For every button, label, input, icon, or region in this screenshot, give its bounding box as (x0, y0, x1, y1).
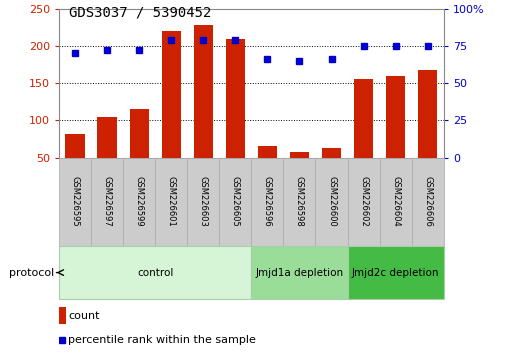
Bar (348, 246, 444, 299)
Text: GSM226598: GSM226598 (295, 176, 304, 227)
Text: GSM226599: GSM226599 (134, 176, 144, 227)
Text: Jmjd2c depletion: Jmjd2c depletion (352, 268, 440, 278)
Bar (258, 146, 277, 158)
Text: GSM226596: GSM226596 (263, 176, 272, 227)
Bar (66, 134, 85, 158)
Bar (418, 70, 437, 158)
Text: control: control (137, 268, 173, 278)
Text: percentile rank within the sample: percentile rank within the sample (68, 335, 256, 345)
Bar (386, 76, 405, 158)
Bar (59, 307, 66, 324)
Bar (123, 158, 155, 246)
Text: count: count (68, 311, 100, 321)
Text: GSM226604: GSM226604 (391, 176, 400, 227)
Text: protocol: protocol (9, 268, 54, 278)
Bar (129, 109, 149, 158)
Bar (411, 158, 444, 246)
Text: GSM226603: GSM226603 (199, 176, 208, 227)
Text: Jmjd1a depletion: Jmjd1a depletion (255, 268, 344, 278)
Bar (315, 158, 348, 246)
Text: GSM226606: GSM226606 (423, 176, 432, 227)
Bar (59, 158, 91, 246)
Bar (322, 148, 341, 158)
Text: GSM226602: GSM226602 (359, 176, 368, 227)
Text: GSM226601: GSM226601 (167, 176, 176, 227)
Bar (380, 158, 411, 246)
Text: GSM226600: GSM226600 (327, 176, 336, 227)
Bar (251, 246, 348, 299)
Text: GSM226605: GSM226605 (231, 176, 240, 227)
Bar (290, 152, 309, 158)
Bar (194, 25, 213, 158)
Bar (348, 158, 380, 246)
Bar (220, 158, 251, 246)
Text: GDS3037 / 5390452: GDS3037 / 5390452 (69, 5, 212, 19)
Bar (187, 158, 220, 246)
Bar (226, 39, 245, 158)
Text: GSM226597: GSM226597 (103, 176, 112, 227)
Bar (91, 158, 123, 246)
Bar (162, 31, 181, 158)
Bar (283, 158, 315, 246)
Bar (354, 80, 373, 158)
Text: GSM226595: GSM226595 (70, 176, 80, 227)
Bar (155, 158, 187, 246)
Bar (97, 116, 117, 158)
Bar (251, 158, 283, 246)
Bar (59, 246, 251, 299)
